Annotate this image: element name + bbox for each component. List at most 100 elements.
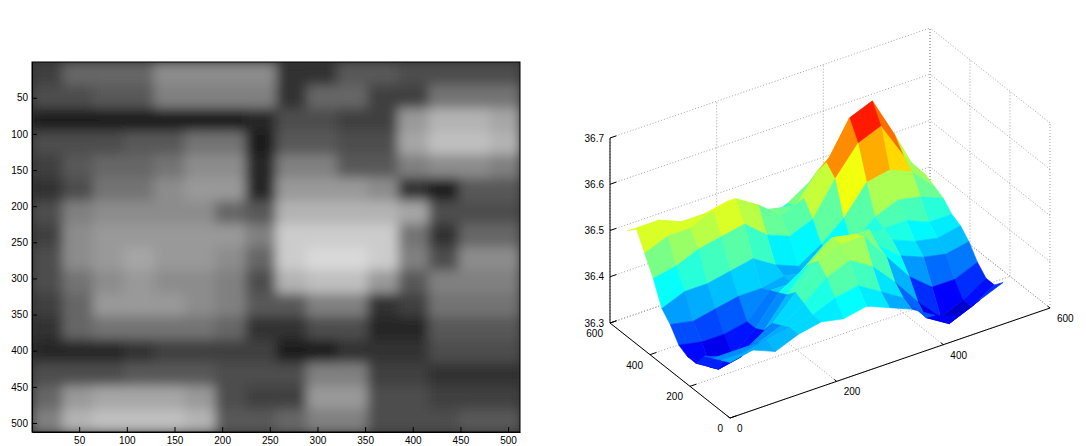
x-tick: 200 [214,427,231,446]
image-cell [337,270,369,294]
image-cell [307,270,339,294]
image-cell [32,409,64,432]
y-tick-label: 200 [666,391,683,402]
image-cell [154,293,186,317]
image-cell [429,224,461,248]
z-tick-label: 36.6 [585,179,605,190]
image-cell [490,409,521,432]
y-axis-line [32,63,33,433]
image-cell [276,224,308,248]
image-cell [63,108,95,132]
image-panel: 5010015020025030035040045050050100150200… [11,62,521,446]
y-tick-mark [32,351,37,352]
image-cell [215,386,247,410]
image-cell [93,155,125,179]
image-plot-area [32,62,520,432]
image-cell [185,131,217,155]
image-cell [215,409,247,432]
y-tick-mark [32,170,37,171]
image-cell [459,108,491,132]
image-cell [429,340,461,364]
y-tick-mark [32,242,37,243]
image-cell [124,363,156,387]
tick-labels: 0200400600020040060036.336.436.536.636.7 [585,133,1075,435]
image-cell [459,131,491,155]
image-cell [398,340,430,364]
x-tick-mark [174,427,175,432]
image-cell [246,155,278,179]
y-tick-label: 500 [11,418,28,429]
grid [610,28,1050,418]
image-cell [63,247,95,271]
z-tick-mark [610,136,616,138]
x-tick-mark [413,427,414,432]
image-cell [276,178,308,202]
image-cell [185,108,217,132]
image-cell [93,224,125,248]
image-cell [154,131,186,155]
image-cell [276,131,308,155]
z-tick-label: 36.7 [585,133,605,144]
image-cell [307,224,339,248]
image-cell [459,316,491,340]
y-axis-line [610,323,730,418]
image-cell [490,247,521,271]
image-cell [63,386,95,410]
y-tick-mark [32,206,37,207]
image-cell [93,316,125,340]
x-tick-label: 300 [310,435,327,446]
image-cell [337,178,369,202]
image-cell [246,62,278,86]
image-cell [307,293,339,317]
image-cell [215,62,247,86]
grid-line [610,74,930,184]
y-tick-label: 300 [11,273,28,284]
image-cell [246,247,278,271]
image-cell [124,409,156,432]
y-tick: 250 [11,237,37,248]
image-cell [398,155,430,179]
image-cell [93,363,125,387]
image-frame [32,62,520,432]
image-cell [215,316,247,340]
y-tick-label: 400 [11,345,28,356]
image-cell [459,178,491,202]
image-cell [459,270,491,294]
image-cell [63,340,95,364]
image-cell [429,62,461,86]
image-cell [124,85,156,109]
image-cell [93,178,125,202]
image-cell [307,386,339,410]
image-cell [154,85,186,109]
image-cell [215,178,247,202]
image-cell [185,316,217,340]
image-cell [63,62,95,86]
y-tick: 100 [11,129,37,140]
y-tick-label: 50 [17,92,29,103]
surface [628,101,1003,369]
image-cell [246,363,278,387]
y-tick-label: 450 [11,382,28,393]
image-cell [32,62,64,86]
image-cell [154,201,186,225]
image-cell [337,155,369,179]
image-cell [337,131,369,155]
image-cell [337,316,369,340]
x-tick: 400 [405,427,422,446]
image-cell [93,293,125,317]
image-cell [32,201,64,225]
image-cell [93,270,125,294]
image-cell [246,270,278,294]
image-cell [398,270,430,294]
image-cell [429,409,461,432]
y-tick: 500 [11,418,37,429]
image-cell [124,201,156,225]
image-cell [246,293,278,317]
image-cell [337,201,369,225]
image-cell [276,386,308,410]
image-cell [398,62,430,86]
x-tick-mark [270,427,271,432]
image-cell [337,108,369,132]
image-cell [490,131,521,155]
image-cell [246,386,278,410]
